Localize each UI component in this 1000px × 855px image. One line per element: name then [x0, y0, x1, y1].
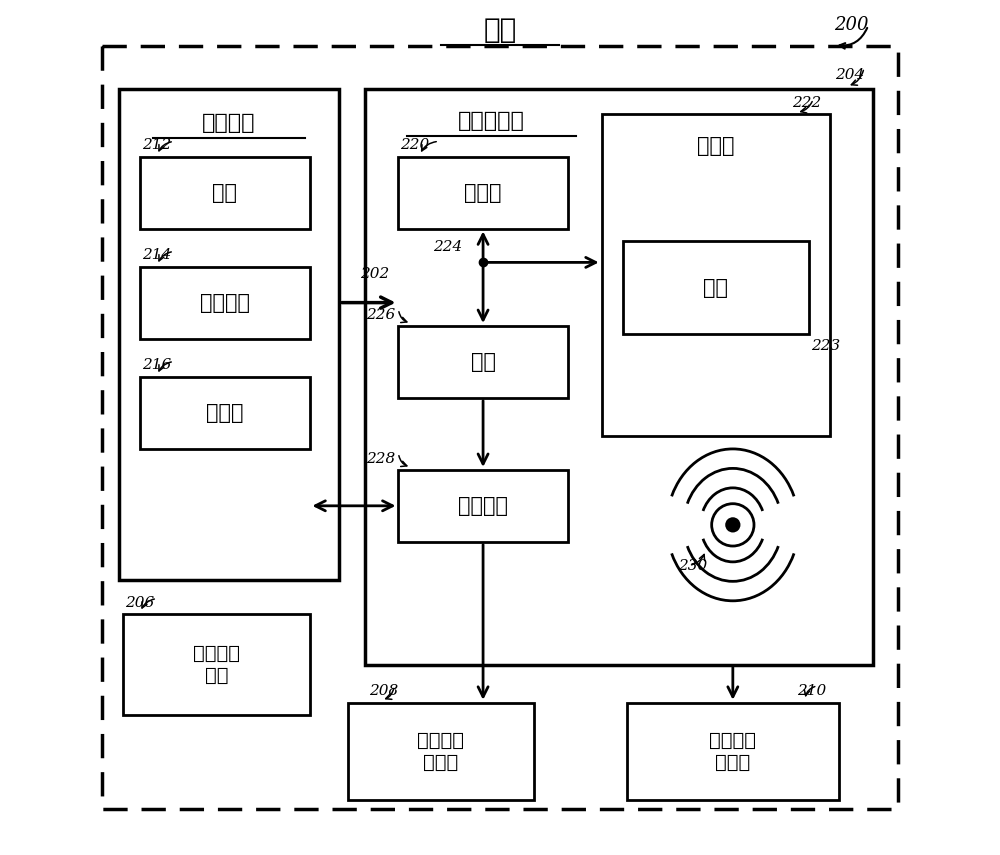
FancyBboxPatch shape	[398, 470, 568, 542]
Text: 223: 223	[811, 339, 840, 352]
FancyBboxPatch shape	[627, 703, 839, 800]
FancyBboxPatch shape	[398, 156, 568, 228]
Text: 雷达: 雷达	[212, 183, 237, 203]
FancyBboxPatch shape	[623, 241, 809, 334]
Text: 206: 206	[125, 596, 154, 610]
Text: 230: 230	[678, 558, 707, 573]
Text: 系统: 系统	[483, 15, 517, 44]
Text: 视觉警告
发生器: 视觉警告 发生器	[709, 731, 756, 772]
FancyBboxPatch shape	[365, 89, 873, 664]
Text: 224: 224	[433, 240, 462, 254]
Text: 存储装置: 存储装置	[458, 496, 508, 516]
FancyBboxPatch shape	[398, 326, 568, 398]
Text: 激光雷达: 激光雷达	[200, 292, 250, 313]
Text: 202: 202	[360, 268, 390, 281]
Circle shape	[725, 517, 740, 533]
Text: 其它车辆
系统: 其它车辆 系统	[193, 644, 240, 685]
Text: 检测单元: 检测单元	[202, 113, 256, 133]
Text: 照相机: 照相机	[206, 403, 244, 422]
FancyBboxPatch shape	[119, 89, 339, 580]
Text: 存储器: 存储器	[697, 137, 735, 156]
FancyBboxPatch shape	[140, 377, 310, 449]
Text: 200: 200	[834, 16, 869, 34]
FancyBboxPatch shape	[123, 614, 310, 716]
Text: 228: 228	[366, 451, 395, 466]
FancyBboxPatch shape	[140, 267, 310, 339]
Text: 226: 226	[366, 308, 395, 321]
Text: 216: 216	[142, 358, 171, 373]
FancyBboxPatch shape	[348, 703, 534, 800]
Text: 程序: 程序	[703, 278, 728, 298]
Text: 214: 214	[142, 249, 171, 262]
Text: 222: 222	[792, 96, 822, 110]
Text: 计算机系统: 计算机系统	[458, 111, 525, 131]
Text: 210: 210	[797, 685, 826, 699]
Text: 212: 212	[142, 139, 171, 152]
Text: 204: 204	[835, 68, 864, 82]
Text: 接口: 接口	[471, 352, 496, 372]
Text: 处理器: 处理器	[464, 183, 502, 203]
Text: 声音警告
发生器: 声音警告 发生器	[417, 731, 464, 772]
FancyBboxPatch shape	[602, 115, 830, 436]
Text: 220: 220	[400, 139, 429, 152]
Text: 208: 208	[369, 685, 398, 699]
FancyBboxPatch shape	[140, 156, 310, 228]
